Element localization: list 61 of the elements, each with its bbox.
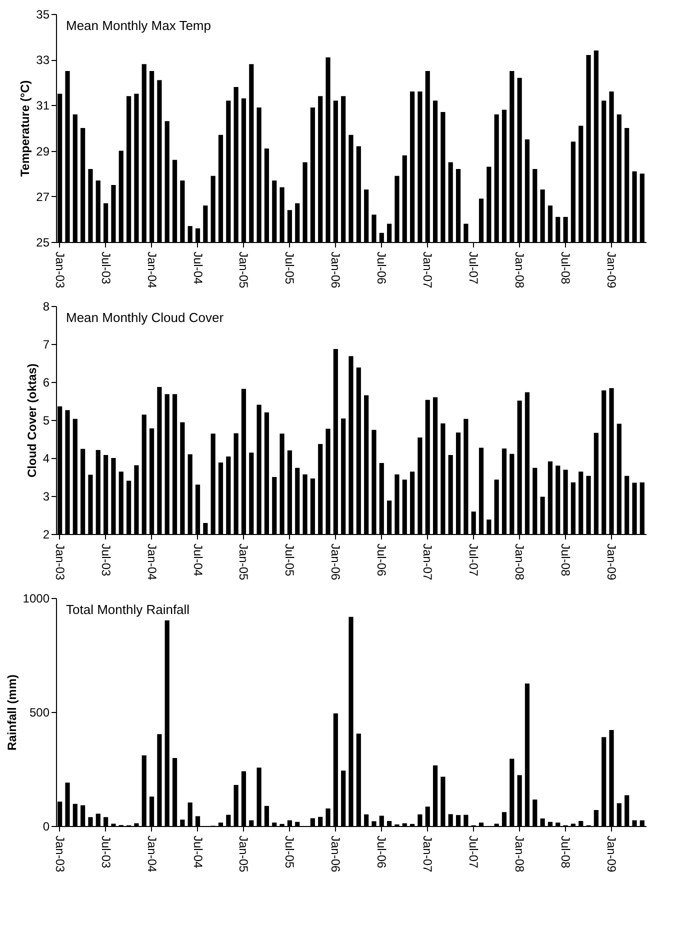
y-tick-label: 31 xyxy=(36,98,50,113)
x-tick-label: Jan-07 xyxy=(420,836,435,873)
x-tick-label: Jul-04 xyxy=(190,836,205,869)
x-tick-label: Jan-07 xyxy=(420,544,435,581)
x-tick-label: Jan-05 xyxy=(236,252,251,289)
x-tick-label: Jan-07 xyxy=(420,252,435,289)
x-tick-label: Jan-03 xyxy=(52,252,67,289)
y-axis-title: Rainfall (mm) xyxy=(4,674,19,751)
y-tick-label: 35 xyxy=(36,8,50,22)
y-tick-label: 3 xyxy=(42,490,50,504)
x-tick-label: Jul-03 xyxy=(98,544,113,577)
x-tick-label: Jul-06 xyxy=(374,252,389,285)
x-tick-label: Jan-04 xyxy=(144,544,159,581)
y-tick-label: 500 xyxy=(29,706,50,720)
x-tick-label: Jul-07 xyxy=(466,252,481,285)
y-tick-label: 27 xyxy=(36,190,50,204)
x-tick-label: Jan-06 xyxy=(328,836,343,873)
x-tick-label: Jan-09 xyxy=(604,252,619,289)
x-tick-label: Jul-03 xyxy=(98,836,113,869)
x-tick-label: Jul-06 xyxy=(374,544,389,577)
x-tick-label: Jan-08 xyxy=(512,836,527,873)
x-tick-label: Jul-08 xyxy=(558,252,573,285)
y-tick-label: 1000 xyxy=(22,592,50,606)
y-tick-label: 5 xyxy=(42,414,50,428)
x-tick-label: Jan-05 xyxy=(236,544,251,581)
x-tick-label: Jan-09 xyxy=(604,836,619,873)
x-tick-label: Jul-05 xyxy=(282,836,297,869)
x-tick-label: Jan-06 xyxy=(328,252,343,289)
x-tick-label: Jan-04 xyxy=(144,836,159,873)
chart-title: Total Monthly Rainfall xyxy=(66,602,190,617)
x-tick-label: Jan-09 xyxy=(604,544,619,581)
y-axis-title: Cloud Cover (oktas) xyxy=(24,363,39,478)
x-tick-label: Jul-04 xyxy=(190,252,205,285)
y-tick-label: 25 xyxy=(36,236,50,250)
x-tick-label: Jul-03 xyxy=(98,252,113,285)
y-tick-label: 4 xyxy=(42,452,50,466)
x-tick-label: Jan-03 xyxy=(52,544,67,581)
x-tick-label: Jan-08 xyxy=(512,544,527,581)
x-tick-label: Jul-07 xyxy=(466,544,481,577)
y-tick-label: 0 xyxy=(42,820,50,834)
chart-title: Mean Monthly Max Temp xyxy=(66,18,211,33)
x-tick-label: Jul-06 xyxy=(374,836,389,869)
x-tick-label: Jul-05 xyxy=(282,544,297,577)
y-tick-label: 6 xyxy=(42,376,50,390)
chart-title: Mean Monthly Cloud Cover xyxy=(66,310,224,325)
y-axis-title: Temperature (°C) xyxy=(18,80,32,177)
x-tick-label: Jul-05 xyxy=(282,252,297,285)
x-tick-label: Jan-03 xyxy=(52,836,67,873)
x-tick-label: Jul-08 xyxy=(558,544,573,577)
y-tick-label: 29 xyxy=(36,144,50,158)
x-tick-label: Jan-06 xyxy=(328,544,343,581)
x-tick-label: Jul-07 xyxy=(466,836,481,869)
y-tick-label: 8 xyxy=(42,300,50,314)
x-tick-label: Jan-05 xyxy=(236,836,251,873)
x-tick-label: Jan-08 xyxy=(512,252,527,289)
x-tick-label: Jan-04 xyxy=(144,252,159,289)
x-tick-label: Jul-04 xyxy=(190,544,205,577)
y-tick-label: 33 xyxy=(36,53,50,68)
y-tick-label: 2 xyxy=(42,528,50,542)
y-tick-label: 7 xyxy=(42,338,50,352)
x-tick-label: Jul-08 xyxy=(558,836,573,869)
